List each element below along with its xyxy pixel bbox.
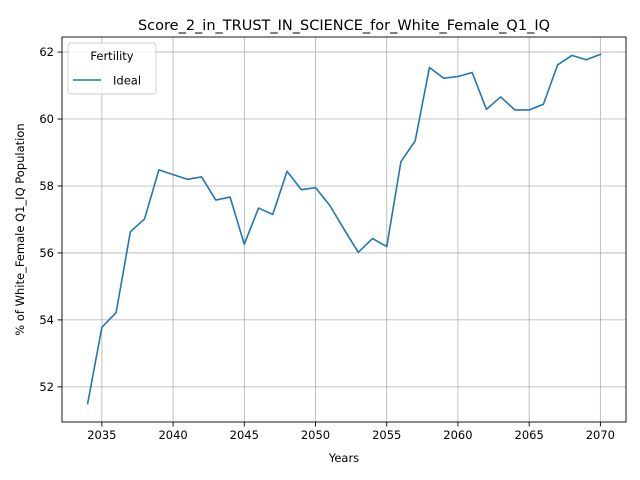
- x-axis-label: Years: [328, 451, 359, 465]
- x-tick-label: 2035: [87, 428, 116, 442]
- y-tick-label: 56: [39, 246, 54, 260]
- y-tick-label: 54: [39, 313, 54, 327]
- series-layer: [86, 53, 602, 405]
- x-tick-label: 2045: [230, 428, 259, 442]
- chart-title: Score_2_in_TRUST_IN_SCIENCE_for_White_Fe…: [138, 18, 550, 34]
- y-axis-label: % of White_Female Q1_IQ Population: [13, 123, 27, 335]
- legend-box: [67, 42, 157, 95]
- x-tick-label: 2065: [515, 428, 544, 442]
- legend-label-ideal: Ideal: [113, 74, 141, 88]
- plot-area-frame: [61, 36, 627, 423]
- x-tick-label: 2050: [301, 428, 330, 442]
- gridlines: [62, 37, 626, 422]
- legend-title: Fertility: [90, 49, 133, 63]
- series-line-ideal: [86, 53, 602, 405]
- y-axis-ticks: 52 54 56 58 60 62: [39, 45, 62, 394]
- legend: Fertility Ideal: [67, 42, 157, 95]
- y-tick-label: 58: [39, 179, 54, 193]
- y-tick-label: 62: [39, 45, 54, 59]
- y-tick-label: 60: [39, 112, 54, 126]
- x-axis-ticks: 2035 2040 2045 2050 2055 2060 2065 2070: [87, 422, 615, 442]
- x-tick-label: 2060: [443, 428, 472, 442]
- y-tick-label: 52: [39, 380, 54, 394]
- x-tick-label: 2040: [158, 428, 187, 442]
- x-tick-label: 2070: [586, 428, 615, 442]
- x-tick-label: 2055: [372, 428, 401, 442]
